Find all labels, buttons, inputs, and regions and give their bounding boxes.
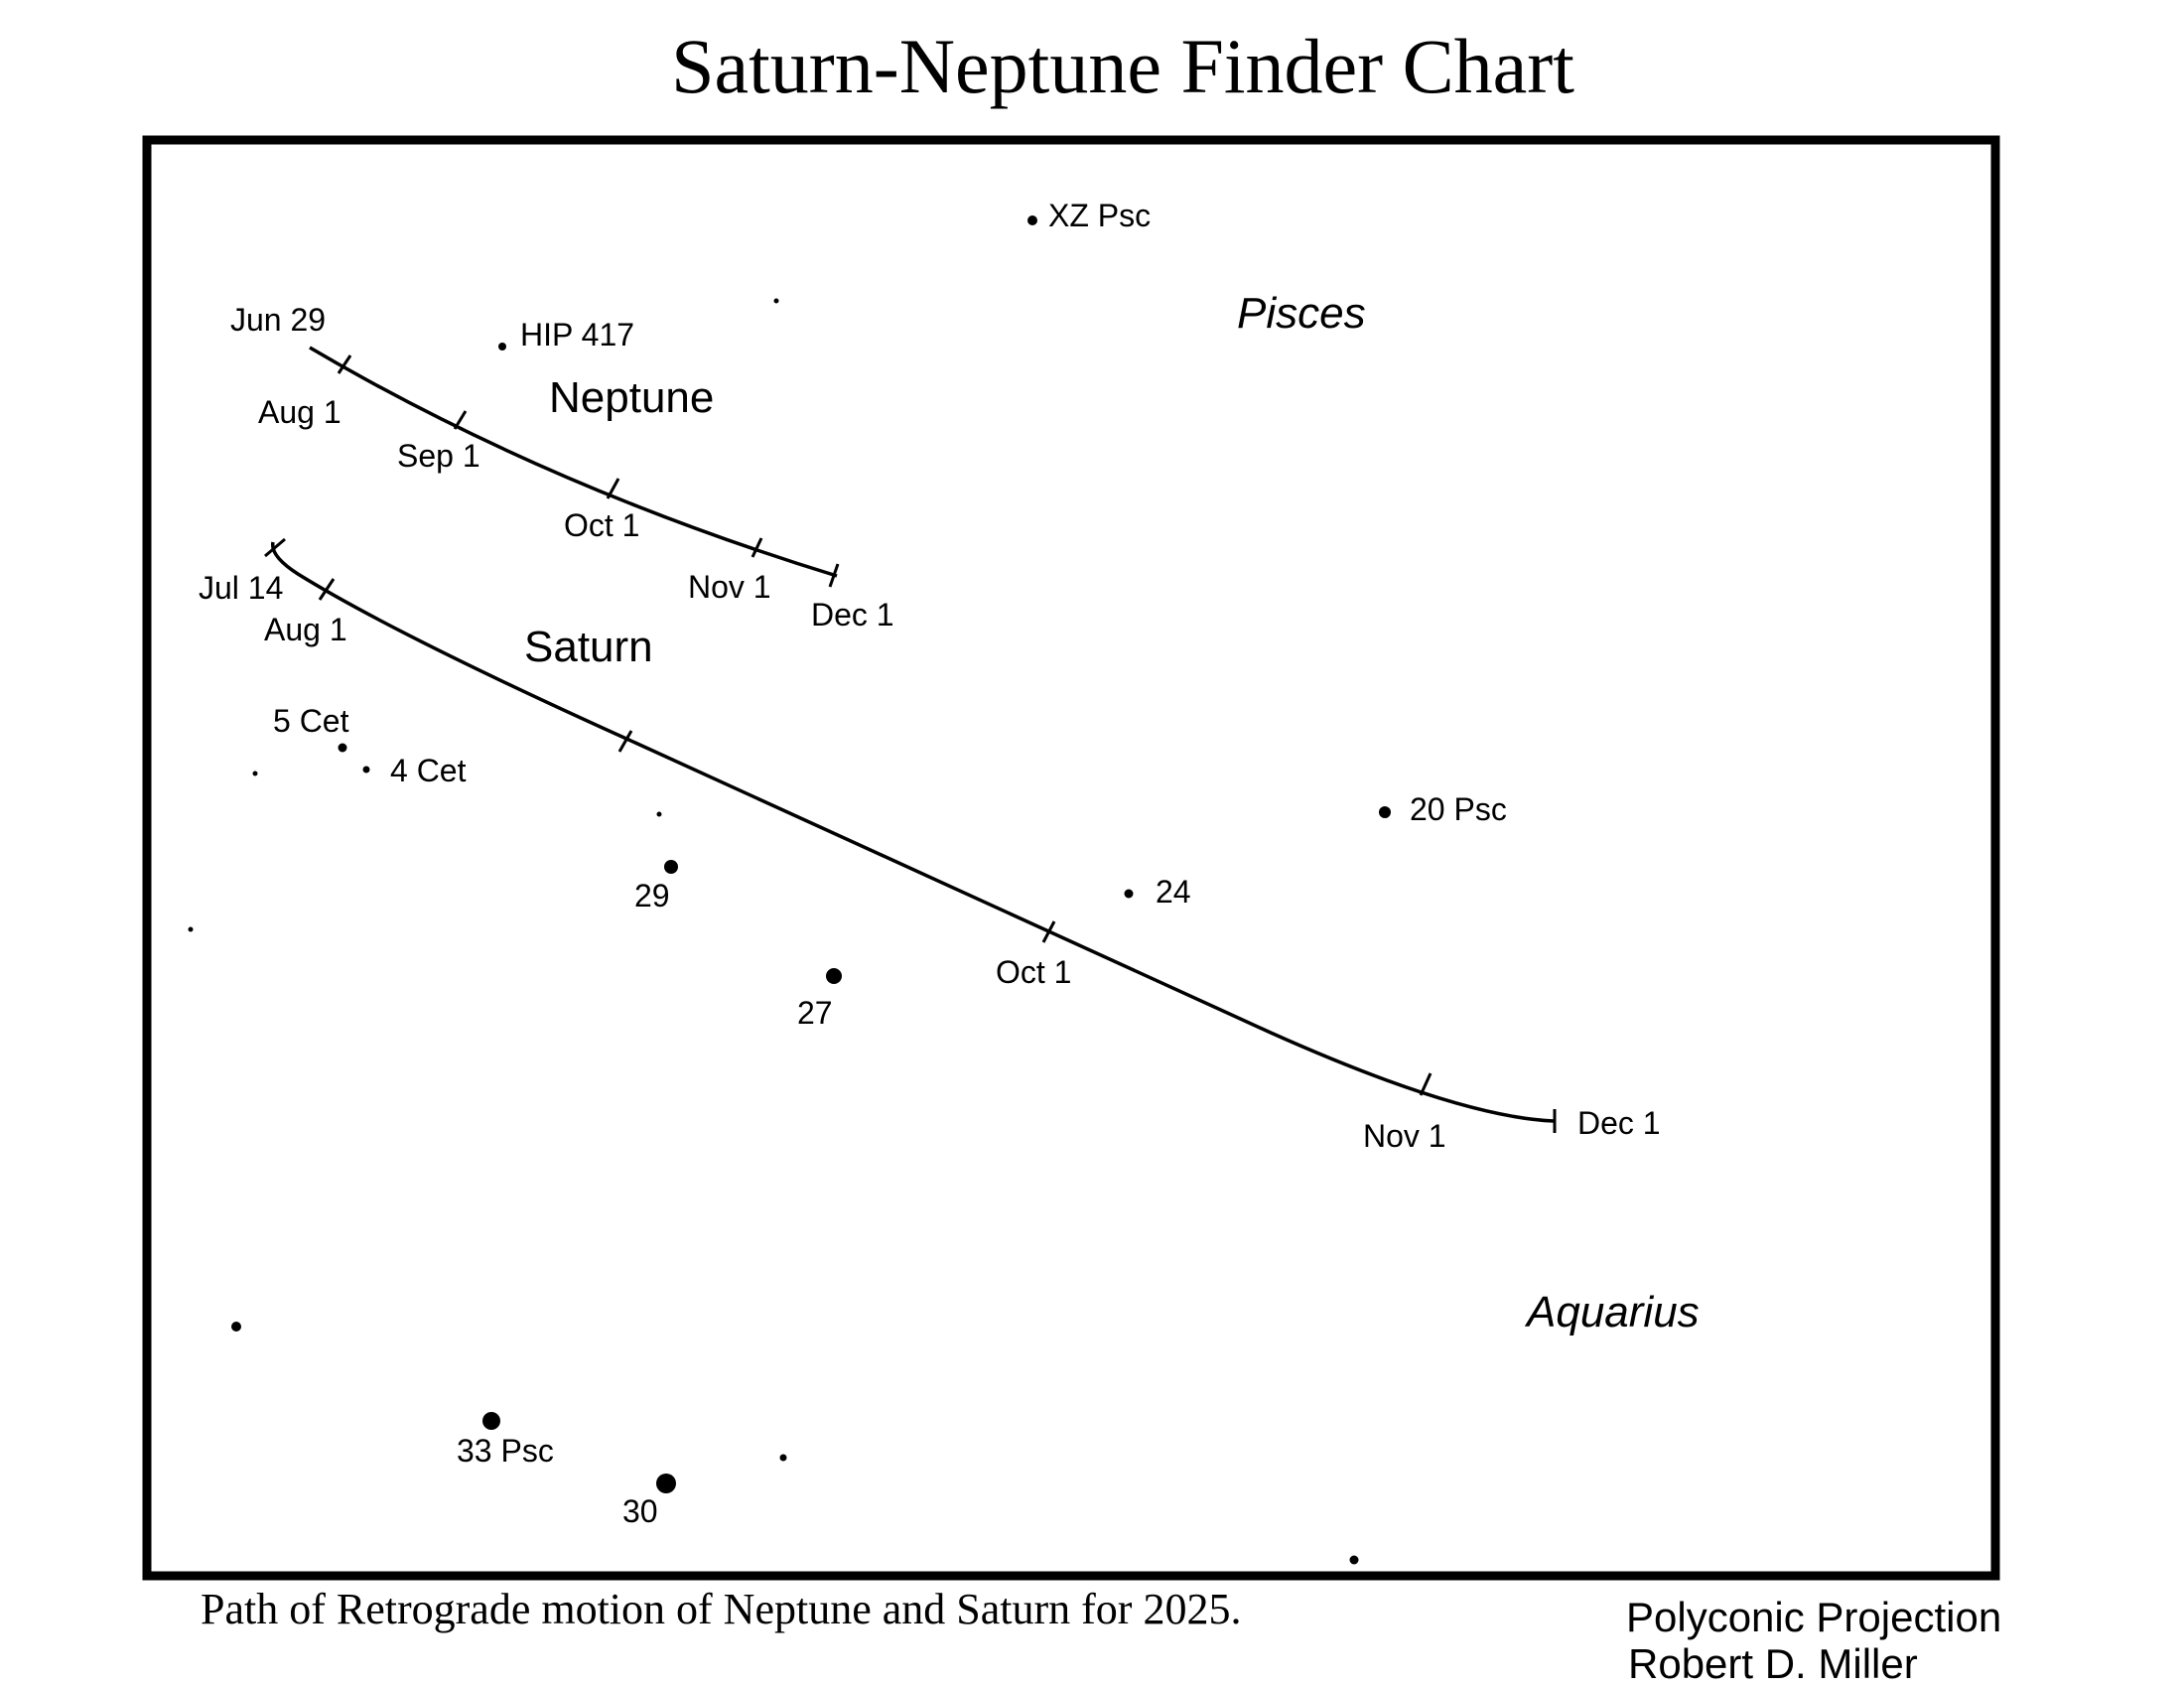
neptune-date-start: Jun 29 — [230, 302, 326, 338]
star-xz-psc — [1027, 215, 1037, 225]
star-label-30: 30 — [622, 1493, 658, 1529]
neptune-date-aug: Aug 1 — [258, 394, 341, 430]
star-label-33-psc: 33 Psc — [457, 1433, 554, 1469]
saturn-path — [270, 541, 1555, 1123]
star-5-cet — [338, 743, 347, 753]
chart-caption: Path of Retrograde motion of Neptune and… — [201, 1585, 1242, 1633]
star-hip-417 — [498, 343, 506, 351]
neptune-label: Neptune — [549, 373, 714, 422]
star-24 — [1124, 889, 1134, 899]
star-label-xz-psc: XZ Psc — [1048, 198, 1151, 233]
star-unnamed — [1349, 1555, 1359, 1565]
star-27 — [826, 968, 842, 984]
saturn-tick-start — [264, 537, 286, 558]
star-label-29: 29 — [634, 878, 670, 914]
star-unnamed — [252, 771, 258, 776]
star-unnamed — [231, 1322, 241, 1332]
chart-frame — [142, 135, 2000, 1581]
star-label-24: 24 — [1156, 874, 1191, 910]
neptune-tick-dec — [828, 563, 840, 588]
saturn-date-start: Jul 14 — [199, 570, 283, 606]
star-33-psc — [482, 1412, 500, 1430]
constellation-label-aquarius: Aquarius — [1524, 1288, 1700, 1336]
neptune-tick-nov — [751, 537, 763, 558]
star-label-5-cet: 5 Cet — [273, 703, 349, 739]
saturn-date-oct: Oct 1 — [996, 954, 1071, 990]
chart-title: Saturn-Neptune Finder Chart — [671, 23, 1574, 109]
star-unnamed — [773, 298, 779, 304]
saturn-tick-oct — [1041, 920, 1056, 943]
saturn-date-nov: Nov 1 — [1363, 1118, 1446, 1154]
saturn-tick-aug — [318, 578, 336, 601]
neptune-tick-sep — [453, 410, 468, 430]
star-label-hip-417: HIP 417 — [520, 317, 634, 352]
star-label-4-cet: 4 Cet — [390, 753, 467, 788]
star-20-psc — [1379, 806, 1391, 818]
star-unnamed — [779, 1454, 787, 1462]
neptune-tick-aug — [337, 354, 352, 374]
star-30 — [656, 1474, 676, 1493]
author-label: Robert D. Miller — [1628, 1640, 1918, 1687]
saturn-date-aug: Aug 1 — [264, 612, 347, 647]
neptune-tick-oct — [606, 478, 620, 499]
neptune-date-dec: Dec 1 — [811, 597, 894, 633]
star-4-cet — [362, 766, 370, 774]
projection-label: Polyconic Projection — [1626, 1594, 2002, 1640]
star-label-27: 27 — [797, 995, 833, 1031]
star-unnamed — [188, 926, 194, 932]
saturn-tick-sep — [617, 730, 633, 753]
saturn-date-dec: Dec 1 — [1577, 1105, 1661, 1141]
star-29 — [664, 860, 678, 874]
neptune-date-sep: Sep 1 — [397, 438, 480, 474]
neptune-date-nov: Nov 1 — [688, 569, 771, 605]
saturn-label: Saturn — [524, 623, 653, 671]
star-label-20-psc: 20 Psc — [1410, 791, 1507, 827]
star-unnamed — [656, 811, 662, 817]
constellation-label-pisces: Pisces — [1237, 289, 1366, 338]
saturn-tick-nov — [1419, 1072, 1433, 1096]
neptune-date-oct: Oct 1 — [564, 507, 639, 543]
